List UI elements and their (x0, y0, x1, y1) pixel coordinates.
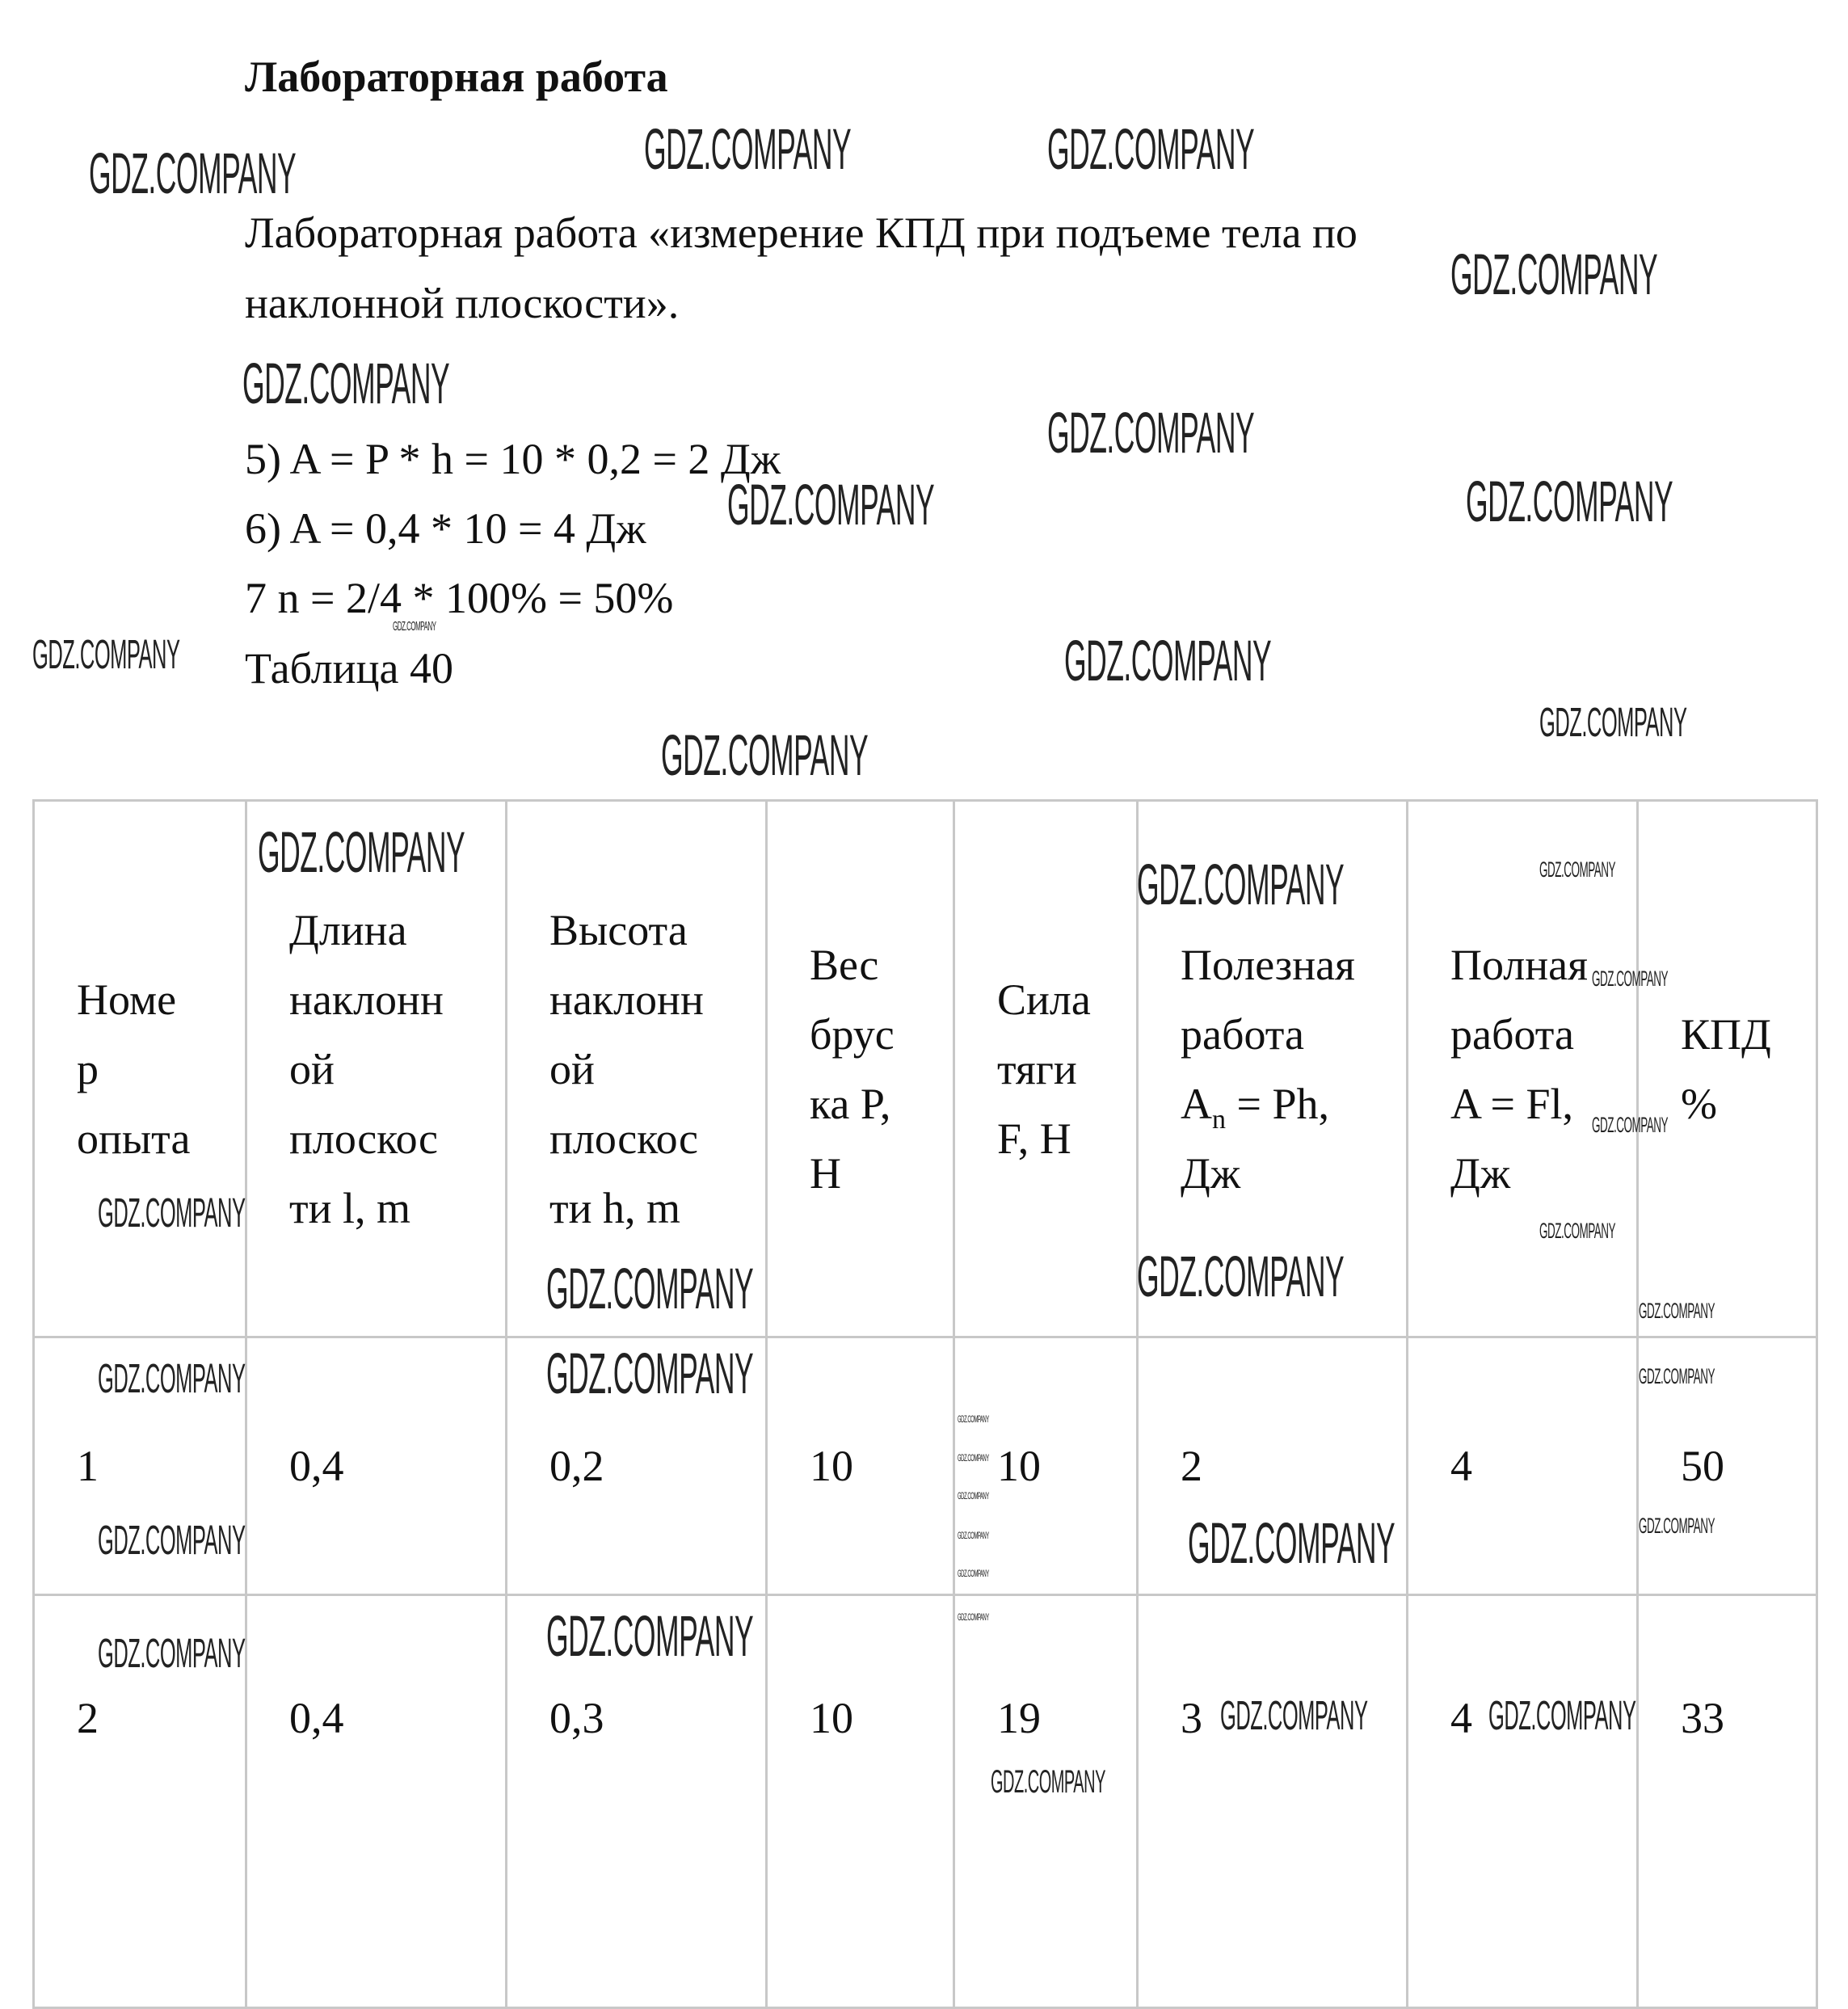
watermark: GDZ.COMPANY (661, 724, 869, 788)
table-row: 1 0,4 0,2 10 10 2 4 50 (32, 1336, 1818, 1596)
cell: 2 (32, 1594, 247, 2009)
cell: 10 (953, 1336, 1139, 1596)
watermark: GDZ.COMPANY (1047, 402, 1255, 465)
header-useful-work-unit: Дж (1181, 1148, 1241, 1198)
cell: 0,4 (245, 1594, 507, 2009)
results-table: Номе р опыта Длина наклонн ой плоскос ти… (32, 799, 1818, 2009)
header-useful-work-formula: An = Ph, (1181, 1079, 1329, 1135)
cell: 0,3 (505, 1594, 768, 2009)
table-caption: Таблица 40 (245, 644, 453, 693)
watermark: GDZ.COMPANY (89, 142, 297, 206)
table-header-row: Номе р опыта Длина наклонн ой плоскос ти… (32, 799, 1818, 1338)
watermark: GDZ.COMPANY (1539, 699, 1687, 745)
watermark: GDZ.COMPANY (1466, 470, 1673, 534)
cell: 4 (1406, 1336, 1639, 1596)
header-experiment-number: Номе р опыта (32, 799, 247, 1338)
header-total-work: Полная работа A = Fl, Дж (1406, 799, 1639, 1338)
table-row: 2 0,4 0,3 10 19 3 4 33 (32, 1594, 1818, 2009)
watermark: GDZ.COMPANY (1064, 630, 1272, 693)
watermark: GDZ.COMPANY (727, 474, 935, 537)
watermark: GDZ.COMPANY (393, 620, 436, 634)
header-useful-work: Полезная работа An = Ph, Дж (1136, 799, 1408, 1338)
cell: 50 (1636, 1336, 1818, 1596)
cell: 3 (1136, 1594, 1408, 2009)
cell: 19 (953, 1594, 1139, 2009)
step-7: 7 n = 2/4 * 100% = 50% (245, 574, 674, 622)
intro-line-1: Лабораторная работа «измерение КПД при п… (245, 208, 1358, 257)
document-title: Лабораторная работа (245, 53, 668, 101)
step-6: 6) A = 0,4 * 10 = 4 Дж (245, 504, 646, 553)
cell: 1 (32, 1336, 247, 1596)
step-5: 5) A = P * h = 10 * 0,2 = 2 Дж (245, 435, 781, 483)
header-efficiency: КПД % (1636, 799, 1818, 1338)
header-plane-height: Высота наклонн ой плоскос ти h, m (505, 799, 768, 1338)
watermark: GDZ.COMPANY (242, 352, 450, 416)
cell: 33 (1636, 1594, 1818, 2009)
watermark: GDZ.COMPANY (1450, 243, 1658, 307)
watermark: GDZ.COMPANY (32, 631, 180, 677)
header-block-weight: Вес брус ка P, H (765, 799, 955, 1338)
cell: 0,2 (505, 1336, 768, 1596)
watermark: GDZ.COMPANY (1047, 118, 1255, 182)
cell: 10 (765, 1336, 955, 1596)
cell: 2 (1136, 1336, 1408, 1596)
header-plane-length: Длина наклонн ой плоскос ти l, m (245, 799, 507, 1338)
header-useful-work-l1: Полезная (1181, 940, 1355, 989)
cell: 10 (765, 1594, 955, 2009)
header-useful-work-l2: работа (1181, 1009, 1304, 1059)
cell: 4 (1406, 1594, 1639, 2009)
watermark: GDZ.COMPANY (644, 118, 852, 182)
cell: 0,4 (245, 1336, 507, 1596)
intro-line-2: наклонной плоскости». (245, 279, 680, 327)
header-traction-force: Сила тяги F, H (953, 799, 1139, 1338)
